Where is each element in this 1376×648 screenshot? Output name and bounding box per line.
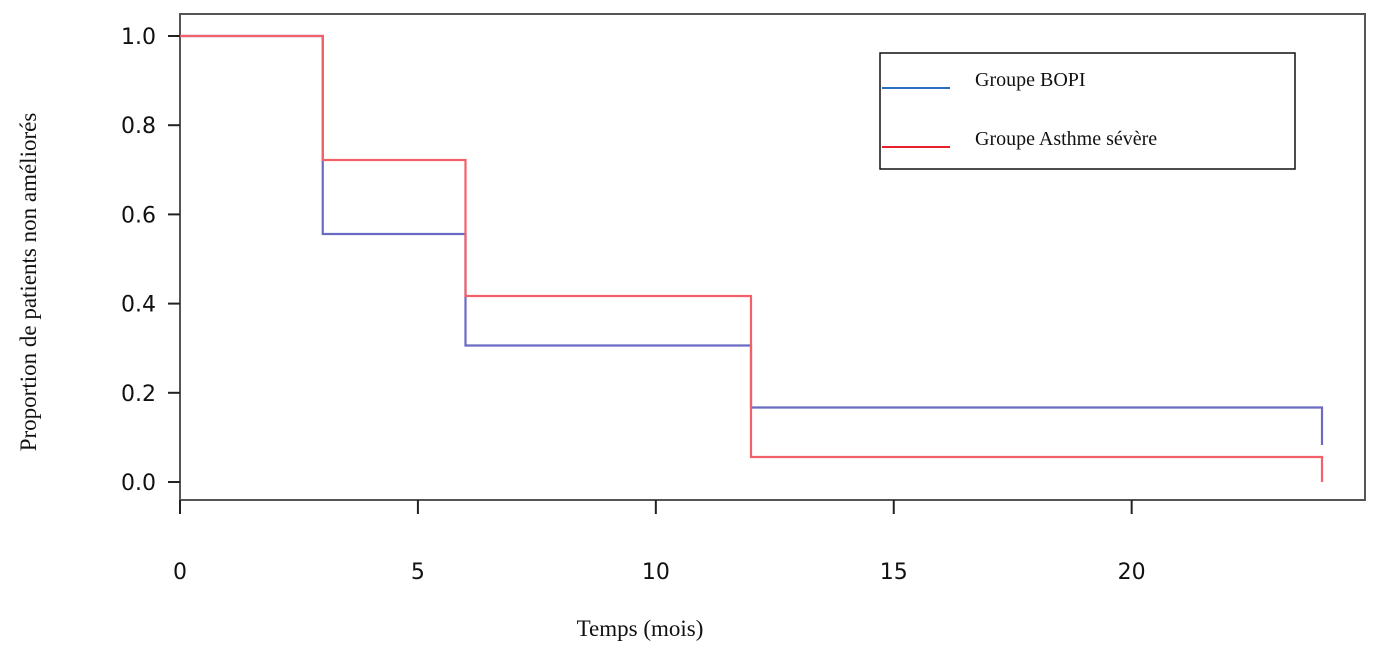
x-tick-label: 10 <box>642 560 670 585</box>
y-tick-label: 0.4 <box>121 293 156 318</box>
legend-box <box>879 52 1296 170</box>
y-tick-label: 0.2 <box>121 382 156 407</box>
y-tick-label: 0.8 <box>121 114 156 139</box>
legend-label-asthme: Groupe Asthme sévère <box>975 128 1157 150</box>
plot-frame <box>179 13 1366 501</box>
y-tick-label: 1.0 <box>121 25 156 50</box>
legend: Groupe BOPI Groupe Asthme sévère <box>879 52 1296 170</box>
x-axis-title: Temps (mois) <box>577 616 704 641</box>
y-tick-label: 0.6 <box>121 203 156 228</box>
x-tick-label: 15 <box>880 560 908 585</box>
y-tick-label: 0.0 <box>121 471 156 496</box>
x-tick-label: 0 <box>173 560 187 585</box>
legend-label-bopi: Groupe BOPI <box>975 69 1086 91</box>
x-tick-label: 5 <box>411 560 425 585</box>
x-tick-label: 20 <box>1118 560 1146 585</box>
series-line-1 <box>180 34 1324 482</box>
y-axis-title: Proportion de patients non améliorés <box>16 113 41 452</box>
